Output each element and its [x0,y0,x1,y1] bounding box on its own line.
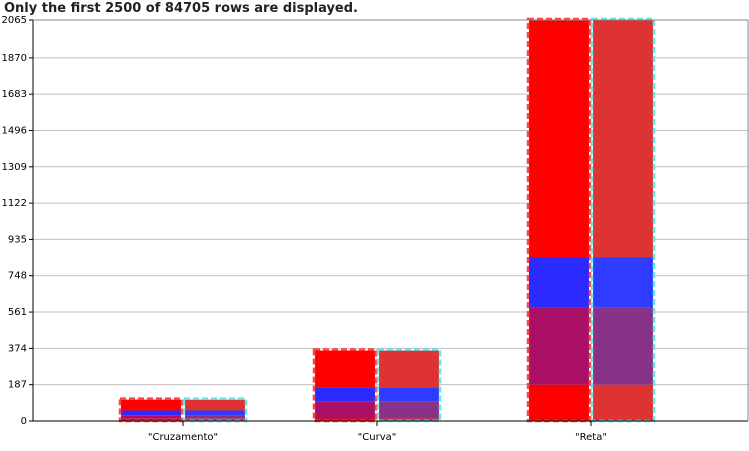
x-tick-label: "Curva" [358,432,397,443]
y-tick-label: 1496 [2,125,27,136]
bar-segment [593,257,653,308]
bar-segment [379,418,439,421]
bar-segment [529,307,589,385]
bar-segment [315,387,375,402]
bar-segment [315,418,375,421]
y-tick-label: 1683 [2,89,27,100]
x-tick-label: "Cruzamento" [148,432,218,443]
bar-segment [185,410,245,416]
y-tick-label: 374 [8,343,27,354]
bar-segment [529,384,589,421]
y-tick-label: 2065 [2,15,27,26]
x-tick-label: "Reta" [575,432,607,443]
y-tick-label: 561 [8,307,27,318]
y-tick-label: 1870 [2,53,27,64]
bars-group [118,17,656,423]
bar-outline [182,397,248,423]
y-axis-ticks: 0 187 374 561 748 935 1122 1309 1496 1683 1870 2065 [2,15,33,427]
x-axis-ticks: "Cruzamento" "Curva" "Reta" [148,421,607,443]
bar-segment [529,257,589,308]
bar-segment [529,20,589,258]
bar-segment [315,401,375,419]
bar-segment [315,350,375,388]
bar-segment [593,307,653,385]
bar-segment [185,399,245,411]
bar-segment [121,415,181,419]
y-tick-label: 1122 [2,198,27,209]
bar-outline [118,397,184,423]
y-tick-label: 187 [8,380,27,391]
bar-segment [121,410,181,416]
bar-segment [185,418,245,421]
bar-segment [185,415,245,419]
rows-notice: Only the first 2500 of 84705 rows are di… [4,1,358,16]
bar-segment [121,418,181,421]
bar-segment [121,399,181,411]
y-tick-label: 1309 [2,162,27,173]
bar-segment [593,20,653,258]
bar-segment [379,387,439,402]
y-tick-label: 935 [8,234,27,245]
bar-segment [593,384,653,421]
axes [32,19,749,422]
bar-segment [379,401,439,419]
y-tick-label: 0 [21,416,27,427]
bar-segment [379,350,439,388]
y-tick-label: 748 [8,271,27,282]
